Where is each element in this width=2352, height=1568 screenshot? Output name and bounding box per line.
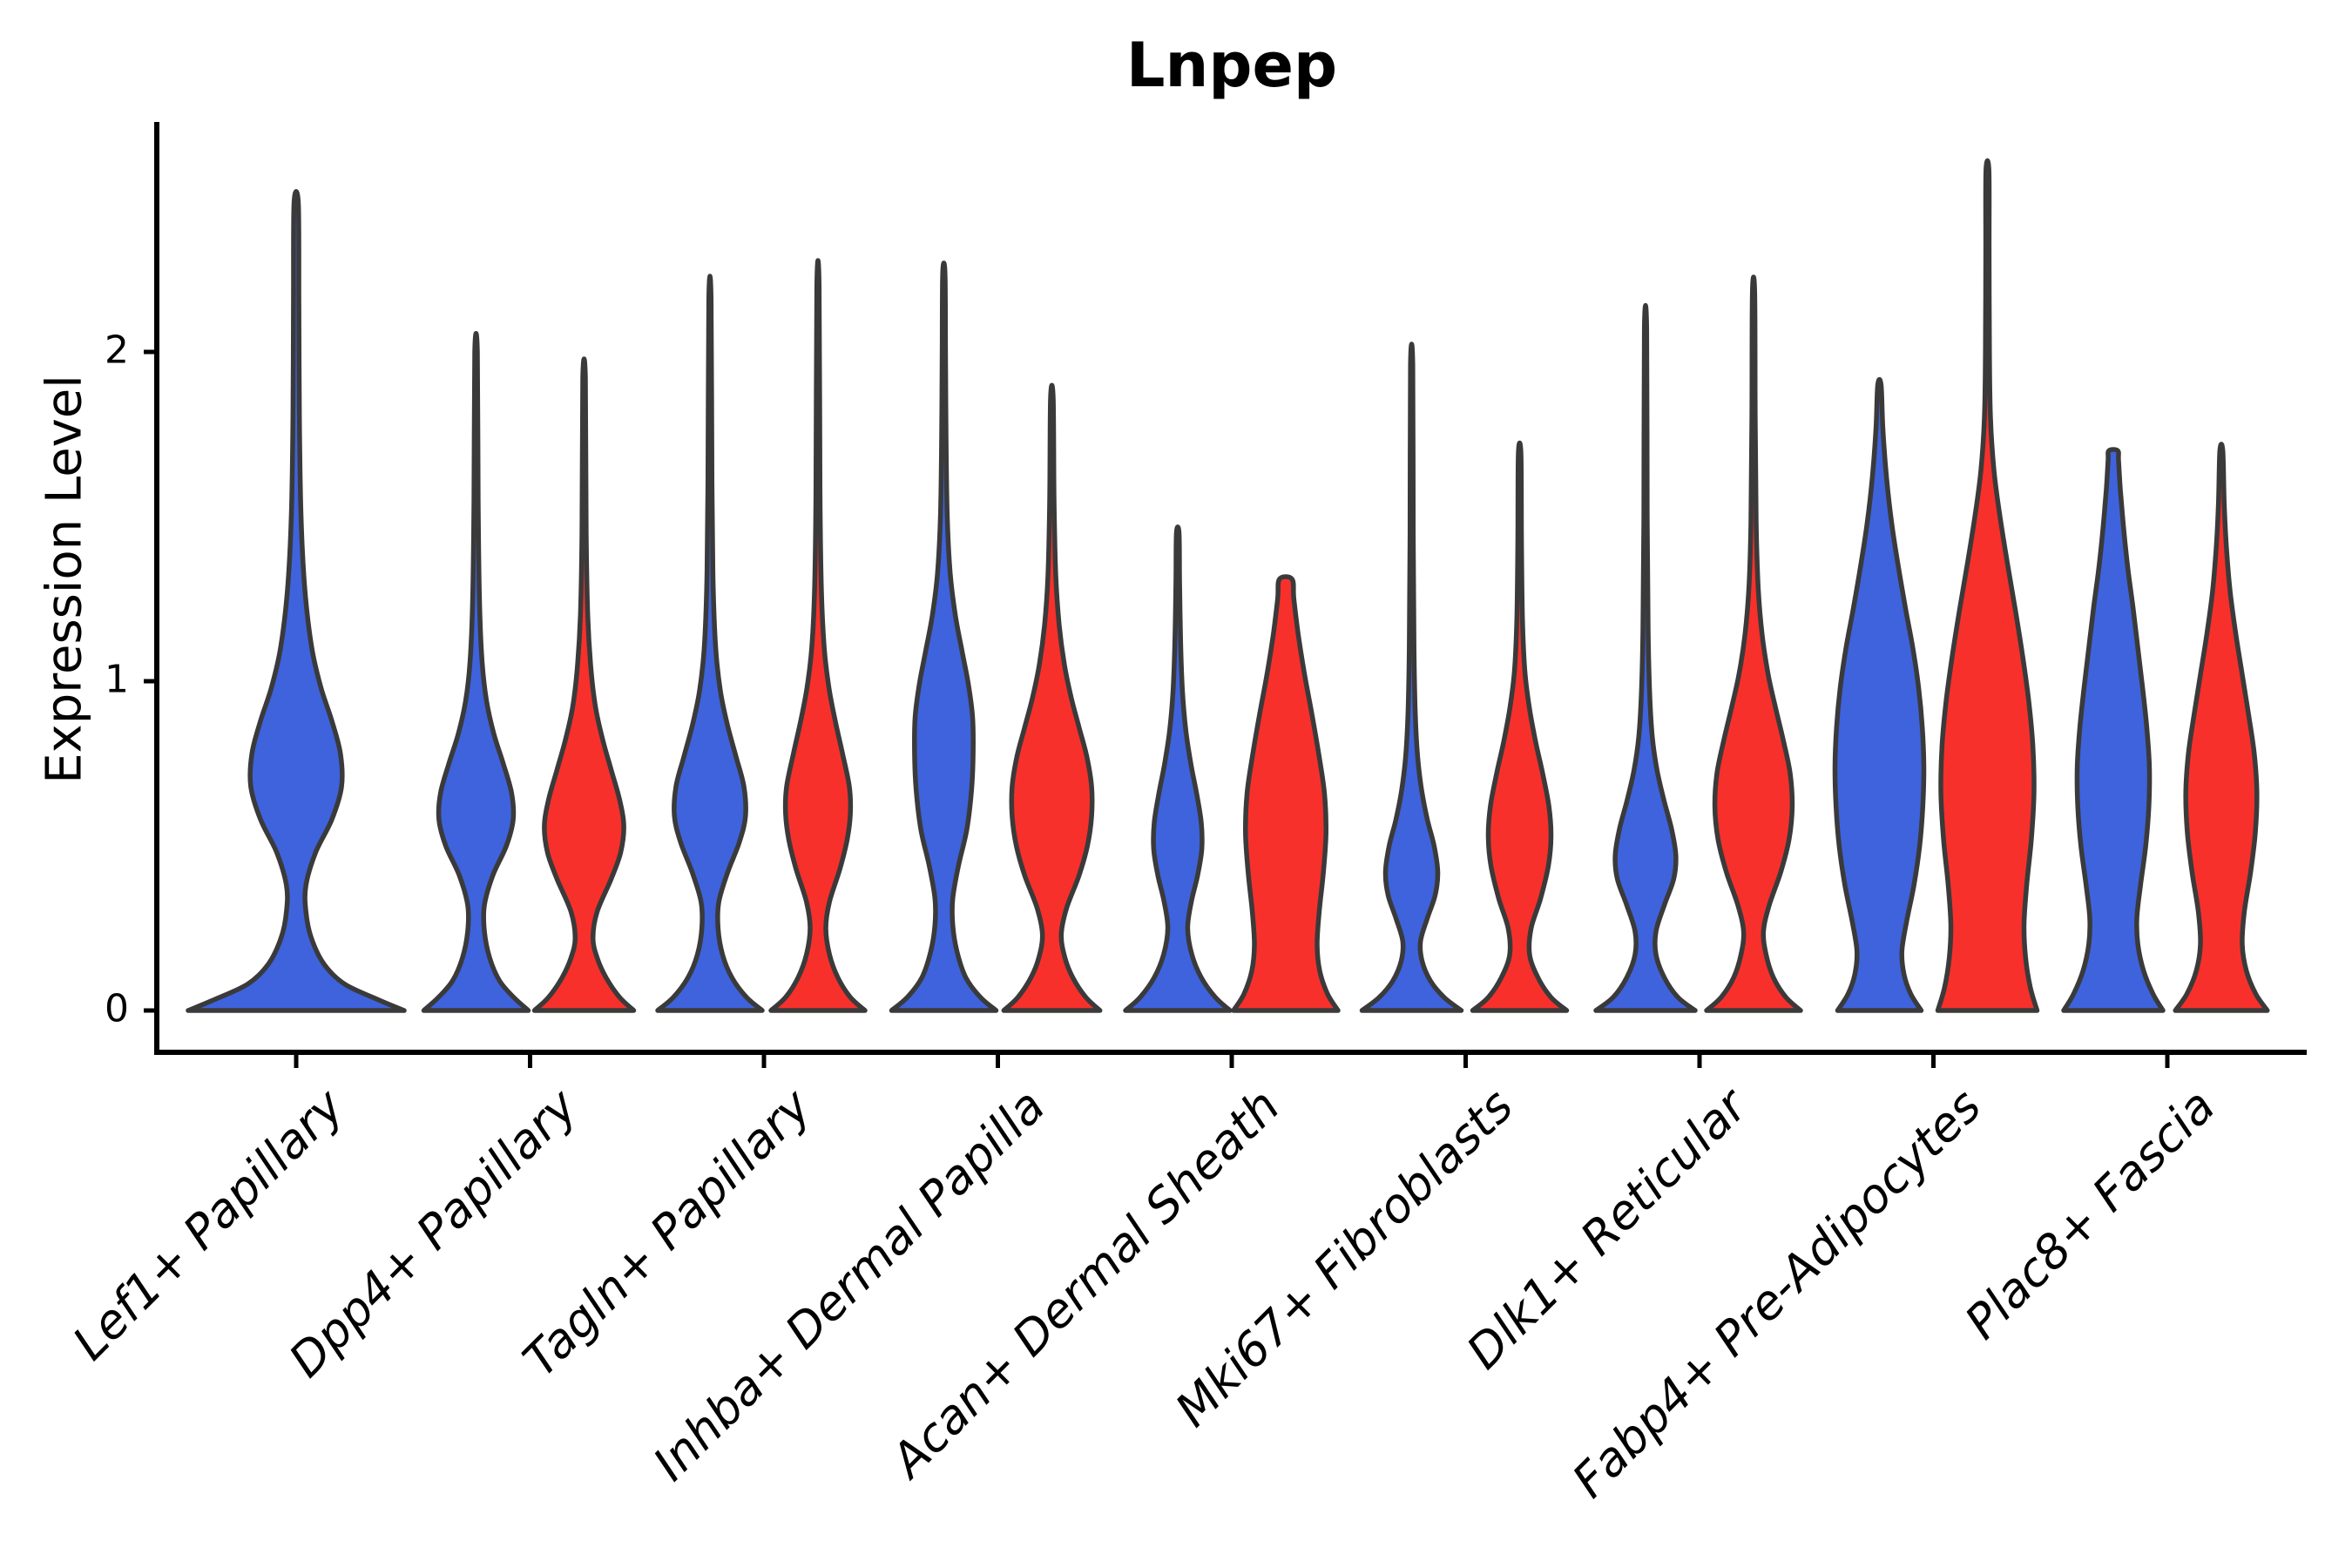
violin-fabp4-pre-adipocytes-blue — [1832, 376, 1927, 1013]
violin-dpp4-papillary-blue — [421, 330, 531, 1013]
violin-acan-dermal-sheath-red — [1231, 574, 1341, 1013]
violin-dlk1-reticular-blue — [1593, 303, 1698, 1013]
violin-mki67-fibroblasts-red — [1470, 440, 1570, 1013]
violin-inhba-dermal-papilla-blue — [889, 260, 999, 1013]
violin-plac8-fascia-blue — [2061, 447, 2166, 1013]
violin-inhba-dermal-papilla-red — [1001, 382, 1103, 1013]
violin-fabp4-pre-adipocytes-red — [1935, 158, 2040, 1013]
y-tick-label-1: 1 — [105, 657, 129, 702]
violin-lef1-papillary-blue — [186, 188, 407, 1013]
violin-dlk1-reticular-red — [1704, 274, 1803, 1013]
plot-title: Lnpep — [1125, 30, 1338, 101]
violin-tagln-papillary-blue — [655, 274, 765, 1013]
y-axis-label: Expression Level — [36, 375, 93, 784]
violin-plac8-fascia-red — [2173, 442, 2270, 1013]
violin-dpp4-papillary-red — [531, 356, 637, 1013]
violin-acan-dermal-sheath-blue — [1123, 524, 1233, 1013]
y-tick-label-2: 2 — [105, 328, 129, 373]
y-tick-label-0: 0 — [105, 986, 129, 1031]
violin-tagln-papillary-red — [768, 258, 868, 1013]
violin-mki67-fibroblasts-blue — [1359, 341, 1464, 1013]
